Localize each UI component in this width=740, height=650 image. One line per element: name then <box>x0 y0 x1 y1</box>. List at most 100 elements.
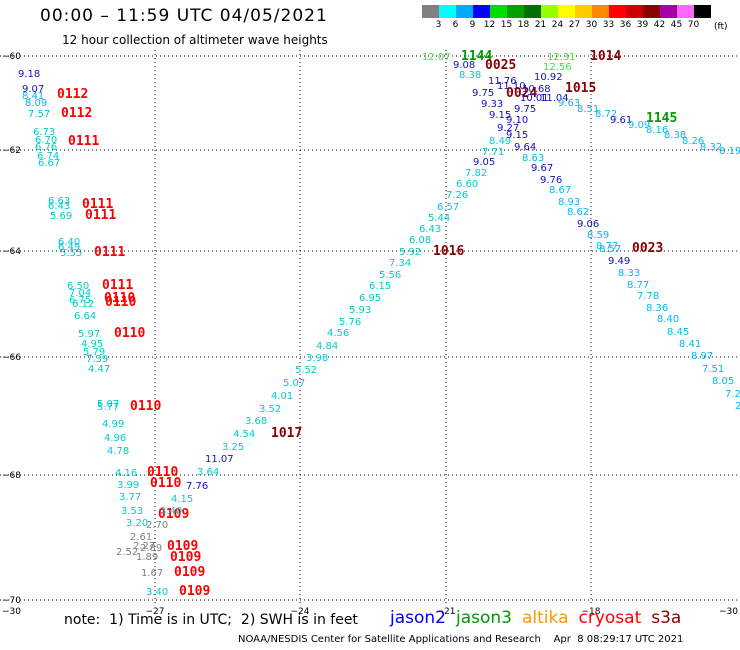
wave-height-label: 4.15 <box>171 494 193 505</box>
wave-height-label: 6.75 <box>69 295 91 306</box>
wave-height-label: 8.32 <box>700 142 722 153</box>
wave-height-label: 9.06 <box>577 219 599 230</box>
time-label: 0110 <box>147 465 178 480</box>
wave-height-label: 9.09 <box>628 120 650 131</box>
wave-height-label: 7.2 <box>725 389 740 400</box>
wave-height-label: 5.56 <box>379 270 401 281</box>
wave-height-label: 9.27 <box>497 123 519 134</box>
wave-height-label: 9.75 <box>472 88 494 99</box>
time-label: 0110 <box>104 291 135 306</box>
wave-height-label: 8.05 <box>712 376 734 387</box>
wave-height-label: 8.26 <box>682 136 704 147</box>
legend-swatch <box>592 5 609 18</box>
wave-height-label: 1.67 <box>141 568 163 579</box>
wave-height-label: 3.20 <box>126 518 148 529</box>
wave-height-label: 3.52 <box>259 404 281 415</box>
time-label: 0109 <box>170 550 201 565</box>
wave-height-label: 3.99 <box>117 480 139 491</box>
time-label: 0110 <box>150 476 181 491</box>
page-subtitle: 12 hour collection of altimeter wave hei… <box>62 33 328 47</box>
wave-height-label: 6.63 <box>48 196 70 207</box>
satellite-name-jason3: jason3 <box>456 608 512 628</box>
time-label: 0109 <box>174 565 205 580</box>
time-label: 0024 <box>506 86 537 101</box>
wave-height-label: 7.76 <box>186 481 208 492</box>
wave-height-label: 4.56 <box>327 328 349 339</box>
wave-height-label: 9.64 <box>514 142 536 153</box>
wave-height-label: 5.92 <box>399 247 421 258</box>
wave-height-label: 9.33 <box>481 99 503 110</box>
wave-height-label: 10.92 <box>534 72 563 83</box>
legend-swatches <box>422 5 711 18</box>
wave-height-label: 9.61 <box>610 115 632 126</box>
legend-label: 21 <box>534 20 547 30</box>
wave-height-label: 5.97 <box>78 329 100 340</box>
wave-height-label: 8.45 <box>667 327 689 338</box>
wave-height-label: 5.93 <box>349 305 371 316</box>
wave-height-label: 8.38 <box>459 70 481 81</box>
wave-height-label: 12.07 <box>422 52 451 63</box>
wave-height-label: 6.15 <box>369 281 391 292</box>
time-label: 1016 <box>433 244 464 259</box>
wave-height-label: 8.77 <box>596 241 618 252</box>
wave-height-label: 4.99 <box>102 419 124 430</box>
satellite-name-cryosat: cryosat <box>578 608 642 628</box>
legend-label: 70 <box>687 20 700 30</box>
legend-swatch <box>558 5 575 18</box>
legend-labels: 3 6 9 12 15 18 21 24 27 30 33 36 39 42 45 70 <box>422 18 711 30</box>
legend-swatch <box>422 5 439 18</box>
time-label: 1015 <box>565 81 596 96</box>
wave-height-label: 4.54 <box>233 429 255 440</box>
legend-swatch <box>490 5 507 18</box>
wave-height-label: 11.10 <box>497 81 526 92</box>
legend-label: 30 <box>585 20 598 30</box>
wave-height-label: 4.01 <box>271 391 293 402</box>
wave-height-label: 11.76 <box>488 76 517 87</box>
lat-tick-label: −66 <box>2 353 21 363</box>
lat-tick-label: −70 <box>2 596 21 606</box>
legend-label: 9 <box>469 20 476 30</box>
wave-height-label: 7.26 <box>446 190 468 201</box>
lon-tick-label: −18 <box>582 607 601 617</box>
wave-height-label: 2 <box>735 401 740 412</box>
axis-labels: −27 −24 −21 −18−60−62−64−66−68−70−30 −30 <box>2 52 738 617</box>
wave-height-label: 8.16 <box>646 125 668 136</box>
wave-height-label: 12.31 <box>547 52 576 63</box>
legend-label: 45 <box>670 20 683 30</box>
wave-height-label: 6.43 <box>48 201 70 212</box>
legend-swatch <box>643 5 660 18</box>
wave-height-label: 8.93 <box>558 197 580 208</box>
wave-height-label: 12.56 <box>543 62 572 73</box>
legend-label: 3 <box>435 20 442 30</box>
wave-height-label: 1.89 <box>136 552 158 563</box>
wave-height-label: 5.44 <box>428 213 450 224</box>
wave-height-label: 6.67 <box>38 158 60 169</box>
wave-height-label: 9.15 <box>489 110 511 121</box>
wave-height-label: 9.63 <box>558 98 580 109</box>
wave-height-label: 8.62 <box>567 207 589 218</box>
time-label: 1145 <box>646 111 677 126</box>
footer-note: note: 1) Time is in UTC; 2) SWH is in fe… <box>64 612 358 628</box>
wave-height-label: 9.75 <box>514 104 536 115</box>
wave-height-label: 9.18 <box>18 69 40 80</box>
time-label: 0111 <box>82 197 113 212</box>
wave-height-label: 5.79 <box>83 347 105 358</box>
corner-tick-label: −30 <box>719 607 738 617</box>
wave-height-labels: 9.189.078.418.097.57011201126.736.706.76… <box>18 49 740 599</box>
wave-height-label: 6.12 <box>72 299 94 310</box>
legend-swatch <box>694 5 711 18</box>
wave-height-label: 6.08 <box>409 235 431 246</box>
wave-height-label: 5.07 <box>283 378 305 389</box>
wave-height-label: 7.04 <box>69 288 91 299</box>
wave-height-label: 4.47 <box>88 364 110 375</box>
wave-height-label: 8.59 <box>587 230 609 241</box>
wave-height-label: 9.07 <box>22 84 44 95</box>
time-label: 0112 <box>61 106 92 121</box>
wave-height-label: 9.49 <box>608 256 630 267</box>
wave-height-label: 2.52 <box>116 547 138 558</box>
satellite-name-jason2: jason2 <box>390 608 446 628</box>
wave-height-label: 7.39 <box>86 354 108 365</box>
credit-line: NOAA/NESDIS Center for Satellite Applica… <box>238 634 684 645</box>
lat-tick-label: −64 <box>2 247 21 257</box>
lon-tick-label: −24 <box>291 607 310 617</box>
